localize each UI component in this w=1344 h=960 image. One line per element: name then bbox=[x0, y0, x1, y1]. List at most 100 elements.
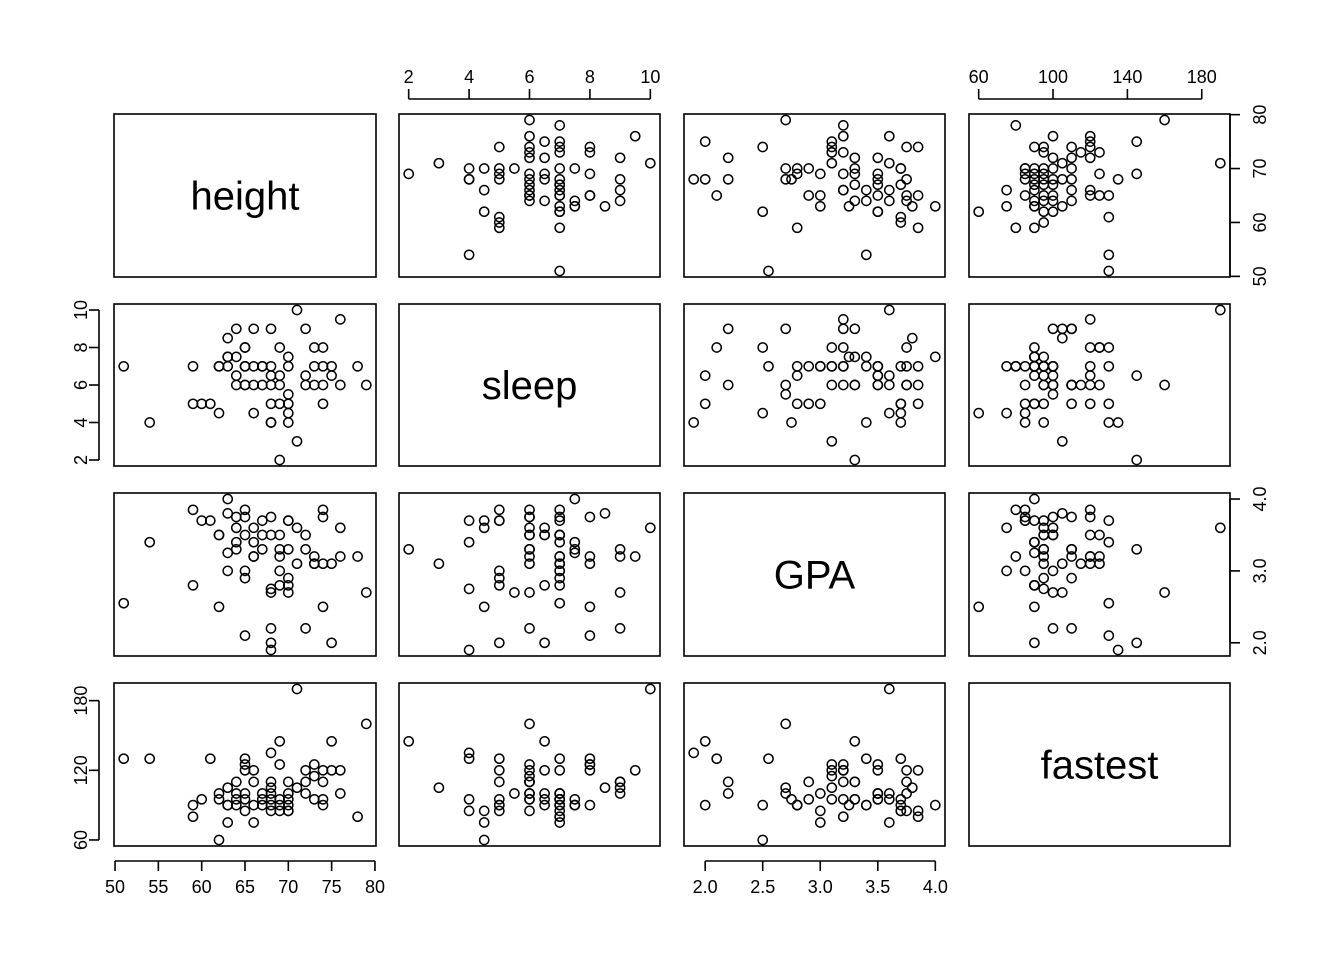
point-sleep-fastest-32 bbox=[1029, 398, 1040, 410]
point-sleep-height-10 bbox=[222, 332, 234, 344]
point-GPA-sleep-40 bbox=[539, 579, 550, 591]
diag-label-fastest: fastest bbox=[1041, 744, 1159, 788]
point-height-sleep-53 bbox=[584, 147, 596, 158]
point-fastest-GPA-11 bbox=[814, 817, 826, 828]
point-GPA-sleep-23 bbox=[614, 551, 626, 562]
point-GPA-height-61 bbox=[326, 558, 337, 570]
point-sleep-fastest-62 bbox=[1047, 379, 1059, 391]
point-GPA-sleep-28 bbox=[554, 529, 566, 541]
panel-fastest-vs-height bbox=[113, 682, 377, 847]
panel-GPA-vs-height bbox=[113, 492, 377, 657]
point-sleep-height-37 bbox=[274, 454, 286, 466]
point-fastest-height-2 bbox=[187, 799, 199, 811]
point-fastest-sleep-11 bbox=[554, 817, 566, 828]
point-sleep-fastest-4 bbox=[1038, 398, 1050, 410]
point-GPA-fastest-32 bbox=[1029, 637, 1040, 649]
point-fastest-sleep-55 bbox=[524, 770, 535, 782]
point-height-GPA-56 bbox=[757, 141, 769, 153]
point-sleep-height-51 bbox=[300, 323, 311, 335]
point-height-GPA-44 bbox=[780, 163, 792, 174]
point-height-GPA-48 bbox=[826, 157, 838, 169]
fastest-y-tick-label: 60 bbox=[71, 830, 91, 850]
point-GPA-height-33 bbox=[265, 511, 277, 523]
point-GPA-sleep-61 bbox=[554, 558, 566, 570]
point-fastest-sleep-6 bbox=[478, 834, 490, 846]
point-GPA-height-40 bbox=[274, 579, 286, 591]
point-GPA-fastest-17 bbox=[1103, 630, 1115, 641]
point-fastest-GPA-57 bbox=[912, 764, 924, 776]
point-sleep-fastest-63 bbox=[1084, 314, 1096, 325]
point-fastest-height-45 bbox=[282, 799, 294, 811]
point-sleep-height-60 bbox=[326, 370, 337, 381]
sleep-y-tick-label: 4 bbox=[71, 417, 91, 427]
point-GPA-height-36 bbox=[265, 583, 277, 595]
point-GPA-height-18 bbox=[239, 572, 251, 584]
point-fastest-GPA-58 bbox=[826, 793, 838, 805]
point-fastest-height-11 bbox=[222, 817, 234, 828]
point-sleep-height-30 bbox=[265, 323, 277, 335]
point-sleep-GPA-28 bbox=[872, 360, 884, 372]
point-height-sleep-49 bbox=[644, 157, 656, 169]
point-fastest-height-17 bbox=[239, 753, 251, 765]
point-height-sleep-63 bbox=[629, 130, 641, 142]
gpa-x-tick-label: 2.5 bbox=[750, 877, 775, 897]
point-fastest-GPA-17 bbox=[711, 753, 723, 765]
point-GPA-fastest-46 bbox=[1019, 515, 1031, 526]
point-sleep-GPA-55 bbox=[826, 379, 838, 391]
point-GPA-sleep-34 bbox=[524, 623, 535, 634]
point-sleep-fastest-48 bbox=[1056, 435, 1068, 447]
point-GPA-height-26 bbox=[248, 551, 260, 562]
point-sleep-fastest-51 bbox=[1047, 323, 1059, 335]
point-GPA-height-31 bbox=[265, 644, 277, 656]
point-fastest-GPA-64 bbox=[837, 811, 849, 823]
point-fastest-sleep-42 bbox=[463, 805, 475, 817]
point-height-GPA-14 bbox=[883, 195, 895, 207]
point-fastest-height-22 bbox=[239, 764, 251, 776]
point-sleep-fastest-5 bbox=[1103, 398, 1115, 410]
point-fastest-GPA-5 bbox=[895, 753, 907, 765]
point-sleep-GPA-2 bbox=[791, 398, 803, 410]
point-height-fastest-6 bbox=[973, 206, 985, 218]
point-fastest-sleep-45 bbox=[554, 799, 566, 811]
point-sleep-height-56 bbox=[317, 342, 329, 353]
point-GPA-height-45 bbox=[282, 579, 294, 591]
point-fastest-height-31 bbox=[265, 747, 277, 759]
gpa-x-tick-label: 2.0 bbox=[693, 877, 718, 897]
point-fastest-GPA-46 bbox=[895, 805, 907, 817]
point-GPA-sleep-47 bbox=[569, 543, 581, 555]
point-height-sleep-65 bbox=[524, 114, 535, 126]
height-y-tick-label: 50 bbox=[1250, 266, 1270, 286]
point-fastest-GPA-50 bbox=[849, 776, 861, 788]
point-fastest-GPA-35 bbox=[872, 788, 884, 799]
point-GPA-height-29 bbox=[256, 543, 268, 555]
point-GPA-sleep-25 bbox=[478, 522, 490, 534]
point-sleep-height-20 bbox=[239, 379, 251, 391]
point-GPA-fastest-58 bbox=[1038, 558, 1050, 570]
point-height-GPA-49 bbox=[883, 157, 895, 169]
point-fastest-sleep-65 bbox=[524, 718, 535, 730]
point-GPA-sleep-14 bbox=[539, 522, 550, 534]
point-sleep-fastest-23 bbox=[1066, 323, 1077, 335]
point-fastest-height-35 bbox=[265, 788, 277, 799]
panel-fastest-vs-fastest bbox=[968, 682, 1231, 847]
point-GPA-fastest-45 bbox=[1029, 579, 1040, 591]
point-sleep-height-40 bbox=[274, 370, 286, 381]
point-fastest-height-57 bbox=[317, 764, 329, 776]
point-sleep-GPA-16 bbox=[860, 351, 872, 363]
point-fastest-sleep-61 bbox=[554, 764, 566, 776]
point-GPA-height-57 bbox=[317, 504, 329, 516]
gpa-x-tick-label: 4.0 bbox=[923, 877, 948, 897]
point-height-GPA-39 bbox=[814, 168, 826, 180]
point-height-sleep-50 bbox=[524, 152, 535, 164]
point-fastest-GPA-3 bbox=[912, 811, 924, 823]
point-sleep-GPA-48 bbox=[826, 435, 838, 447]
point-GPA-sleep-36 bbox=[463, 583, 475, 595]
panel-GPA-vs-sleep bbox=[398, 492, 661, 657]
point-height-sleep-46 bbox=[478, 163, 490, 174]
point-GPA-height-52 bbox=[300, 529, 311, 541]
point-GPA-fastest-62 bbox=[1047, 522, 1059, 534]
point-fastest-GPA-21 bbox=[814, 788, 826, 799]
sleep-x-tick-label: 4 bbox=[464, 67, 474, 87]
point-fastest-GPA-32 bbox=[699, 799, 711, 811]
point-sleep-GPA-42 bbox=[895, 417, 907, 428]
